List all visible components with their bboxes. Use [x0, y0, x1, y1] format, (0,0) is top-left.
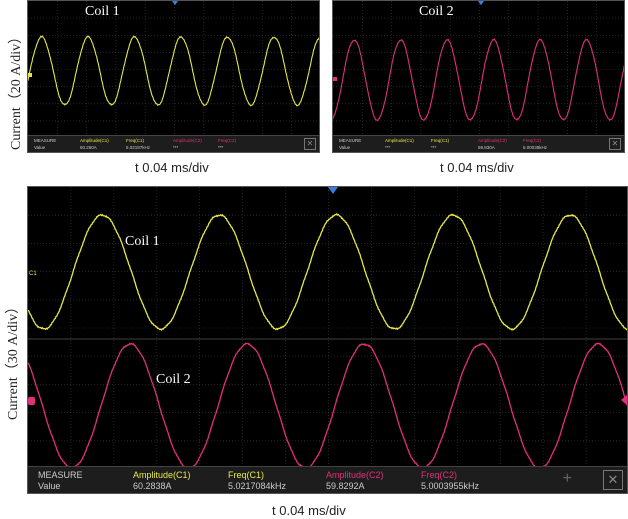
channel2-offset-marker	[621, 394, 627, 406]
measure-header: MEASURE	[34, 138, 57, 143]
close-icon[interactable]: ✕	[609, 138, 621, 150]
value-label: Value	[34, 145, 46, 150]
coil1-trace	[28, 35, 319, 107]
channel-marker	[333, 77, 337, 81]
waveform-coil2-small	[333, 1, 624, 138]
waveform-coil1-small	[28, 1, 319, 138]
freq-c2-value: 5.00038kHz	[523, 145, 548, 150]
channel-marker	[28, 73, 32, 77]
value-label: Value	[339, 145, 351, 150]
close-icon[interactable]: ✕	[603, 470, 623, 490]
measure-header: MEASURE	[339, 138, 362, 143]
y-axis-label-top: Current（20 A/div）	[9, 29, 24, 150]
coil2-trace	[333, 38, 624, 122]
measure-bar-combined: MEASURE Amplitude(C1) Freq(C1) Amplitude…	[28, 466, 627, 493]
coil2-label-large: Coil 2	[156, 372, 191, 387]
measure-bar-panel1: MEASURE Amplitude(C1) Freq(C1) Amplitude…	[28, 135, 319, 152]
amplitude-c1-value: ***	[385, 145, 391, 150]
coil1-label-small: Coil 1	[85, 4, 120, 19]
freq-c2-header: Freq(C2)	[218, 138, 237, 143]
amplitude-c2-value: 59.830A	[478, 145, 495, 150]
trigger-marker	[172, 1, 178, 6]
add-icon[interactable]: +	[562, 470, 572, 487]
trigger-marker	[478, 1, 484, 6]
measure-bar-panel2: MEASURE Amplitude(C1) Freq(C1) Amplitude…	[333, 135, 624, 152]
scope-panel-coil1: Coil 1 MEASURE Amplitude(C1) Freq(C1) Am…	[27, 0, 320, 153]
freq-c1-header: Freq(C1)	[126, 138, 145, 143]
channel1-marker[interactable]: C1	[29, 271, 37, 277]
freq-c2-header: Freq(C2)	[523, 138, 542, 143]
trigger-marker	[328, 187, 338, 194]
freq-c1-value: 5.02187kHz	[126, 145, 151, 150]
amplitude-c1-header: Amplitude(C1)	[133, 470, 191, 480]
amplitude-c1-value: 60.2838A	[133, 481, 172, 491]
time-caption-left: t 0.04 ms/div	[135, 160, 209, 175]
freq-c2-value: ***	[218, 145, 224, 150]
grid	[333, 1, 624, 138]
value-label: Value	[38, 481, 61, 491]
close-icon[interactable]: ✕	[304, 138, 316, 150]
amplitude-c2-header: Amplitude(C2)	[173, 138, 202, 143]
grid	[28, 187, 627, 469]
freq-c1-value: 5.0217084kHz	[228, 481, 287, 491]
freq-c1-header: Freq(C1)	[228, 470, 265, 480]
time-caption-bottom: t 0.04 ms/div	[272, 503, 346, 518]
amplitude-c1-header: Amplitude(C1)	[80, 138, 109, 143]
amplitude-c2-value: 59.8292A	[326, 481, 365, 491]
freq-c1-value: ***	[431, 145, 437, 150]
scope-panel-combined: Coil 1 Coil 2 C1 MEASURE Amplitude(C1) F…	[27, 186, 628, 494]
time-caption-right: t 0.04 ms/div	[440, 160, 514, 175]
measure-header: MEASURE	[38, 470, 83, 480]
amplitude-c2-header: Amplitude(C2)	[326, 470, 384, 480]
y-axis-label-bottom: Current（30 A/div）	[6, 299, 21, 420]
freq-c2-value: 5.0003955kHz	[421, 481, 480, 491]
channel2-marker	[28, 397, 35, 405]
coil2-label-small: Coil 2	[419, 4, 454, 19]
freq-c2-header: Freq(C2)	[421, 470, 458, 480]
amplitude-c2-value: ***	[173, 145, 179, 150]
freq-c1-header: Freq(C1)	[431, 138, 450, 143]
grid	[28, 1, 319, 138]
scope-panel-coil2: Coil 2 MEASURE Amplitude(C1) Freq(C1) Am…	[332, 0, 625, 153]
coil1-label-large: Coil 1	[125, 234, 160, 249]
amplitude-c1-value: 60.260A	[80, 145, 97, 150]
waveform-combined	[28, 187, 627, 469]
amplitude-c1-header: Amplitude(C1)	[385, 138, 414, 143]
amplitude-c2-header: Amplitude(C2)	[478, 138, 507, 143]
coil2-trace-large	[28, 342, 627, 469]
coil1-trace-large	[28, 212, 627, 332]
